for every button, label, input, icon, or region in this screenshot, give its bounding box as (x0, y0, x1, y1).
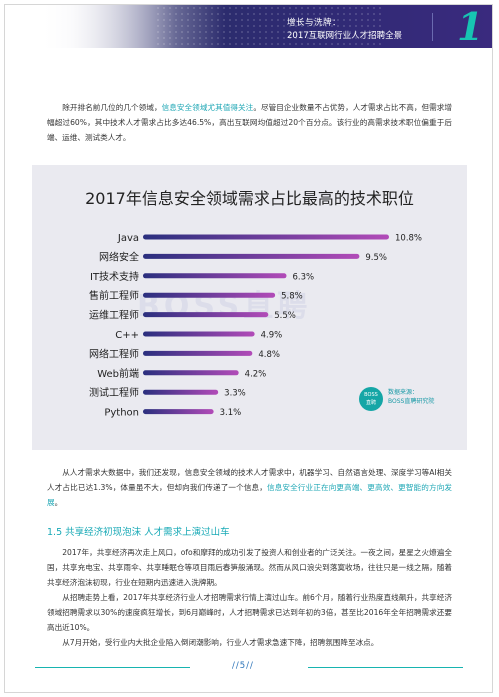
page-border (4, 4, 493, 693)
sharing-paragraph-1: 2017年，共享经济再次走上风口，ofo和摩拜的成功引发了投资人和创业者的广泛关… (47, 545, 452, 590)
sharing-paragraph-2-text: 从招聘走势上看，2017年共享经济行业人才招聘需求行情上演过山车。前6个月，随着… (47, 593, 452, 632)
ai-text-1: 从人才需求大数据中，我们还发现，信息安全领域的技术人才需求中，机器学习、自然语言… (47, 468, 452, 492)
bar (143, 389, 219, 395)
bar (143, 331, 255, 337)
section-title: 1.5 共享经济初现泡沫 人才需求上演过山车 (47, 527, 230, 538)
intro-text-2: 。尽管目企业数量不占优势，人才需求占比不高，但需求增幅超过60%，其中技术人才需… (47, 103, 453, 142)
sharing-paragraph-3: 从7月开始，受行业内大批企业陷入倒闭潮影响，行业人才需求急速下降，招聘氛围降至冰… (47, 635, 452, 650)
chapter-number: 1 (457, 5, 484, 48)
sharing-economy-text: 2017年，共享经济再次走上风口，ofo和摩拜的成功引发了投资人和创业者的广泛关… (47, 545, 452, 650)
footer-line-right (308, 667, 463, 668)
value-label: 4.9% (261, 331, 283, 341)
category-label: 网络工程师 (89, 347, 139, 360)
data-source-label: 数据来源： (388, 389, 419, 396)
ai-paragraph: 从人才需求大数据中，我们还发现，信息安全领域的技术人才需求中，机器学习、自然语言… (47, 465, 452, 510)
value-label: 4.2% (245, 369, 267, 379)
bar (143, 234, 389, 240)
chart-panel: 2017年信息安全领域需求占比最高的技术职位 BOSS 直聘 Java 10.8% 网… (32, 165, 467, 450)
value-label: 5.8% (281, 292, 303, 302)
bar (143, 292, 276, 298)
value-label: 6.3% (293, 272, 315, 282)
footer-line-left (35, 667, 190, 668)
bar (143, 273, 287, 279)
header-divider (432, 13, 433, 41)
intro-paragraph: 除开排名前几位的几个领域，信息安全领域尤其值得关注。尽管目企业数量不占优势，人才… (47, 100, 452, 145)
category-label: 测试工程师 (89, 386, 139, 399)
header-title-line1: 增长与洗牌： (287, 18, 342, 28)
category-label: 售前工程师 (89, 289, 139, 302)
value-label: 10.8% (395, 234, 422, 244)
category-label: 运维工程师 (89, 309, 139, 322)
sharing-paragraph-3-text: 从7月开始，受行业内大批企业陷入倒闭潮影响，行业人才需求急速下降，招聘氛围降至冰… (62, 638, 379, 647)
ai-highlight: 信息安全行业正在向更高端、更高效、更智能的方向发展 (47, 483, 452, 507)
category-label: Web前端 (97, 367, 139, 380)
data-source: 数据来源： BOSS直聘研究院 (388, 388, 434, 406)
value-label: 3.1% (220, 408, 242, 418)
bar (143, 253, 360, 259)
bar (143, 350, 253, 356)
bar (143, 312, 269, 318)
category-label: Python (104, 408, 139, 419)
source-logo-bottom: 直聘 (365, 400, 376, 406)
value-label: 3.3% (224, 389, 246, 399)
category-label: C++ (115, 330, 139, 341)
category-label: IT技术支持 (90, 270, 139, 283)
category-label: 网络安全 (99, 250, 139, 263)
value-label: 9.5% (365, 253, 387, 263)
source-logo-top: BOSS (364, 392, 378, 398)
intro-highlight: 信息安全领域尤其值得关注 (161, 103, 254, 112)
sharing-paragraph-2: 从招聘走势上看，2017年共享经济行业人才招聘需求行情上演过山车。前6个月，随着… (47, 590, 452, 635)
header-title-line2: 2017互联网行业人才招聘全景 (287, 31, 403, 41)
intro-text-1: 除开排名前几位的几个领域， (62, 103, 162, 112)
page-number: //5// (232, 661, 254, 671)
page-header: 增长与洗牌： 2017互联网行业人才招聘全景 1 (5, 5, 492, 48)
sharing-paragraph-1-text: 2017年，共享经济再次走上风口，ofo和摩拜的成功引发了投资人和创业者的广泛关… (47, 548, 452, 587)
value-label: 5.5% (274, 311, 296, 321)
header-fade (5, 5, 225, 48)
ai-text-2: 。 (54, 498, 63, 507)
bar (143, 370, 239, 376)
chart-title: 2017年信息安全领域需求占比最高的技术职位 (85, 189, 414, 208)
category-label: Java (117, 233, 139, 244)
bar (143, 409, 214, 415)
source-logo: BOSS 直聘 (359, 387, 383, 411)
bar-chart: Java 10.8% 网络安全 9.5% IT技术支持 6.3% 售前工程师 5.8% 运维工程… (89, 233, 422, 419)
data-source-name: BOSS直聘研究院 (388, 398, 435, 405)
value-label: 4.8% (258, 350, 280, 360)
